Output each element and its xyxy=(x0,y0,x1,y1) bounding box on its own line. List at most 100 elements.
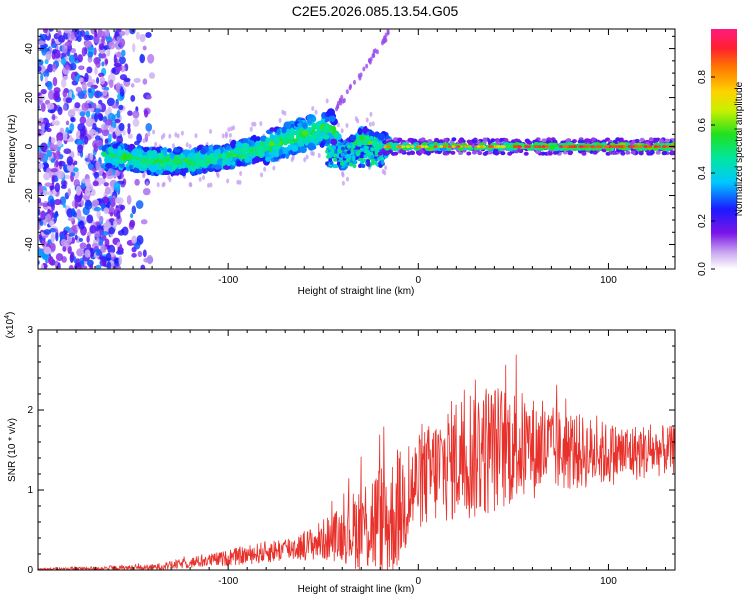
spectrogram-cell xyxy=(38,248,44,259)
spectrogram-cell xyxy=(412,138,418,143)
spectrogram-cell xyxy=(397,145,402,148)
spectrogram-cell xyxy=(373,160,378,165)
spectrogram-cell xyxy=(236,160,242,167)
spectrogram-cell xyxy=(122,152,128,161)
spectrogram-cell xyxy=(74,102,81,109)
spectrogram-cell xyxy=(96,139,103,147)
spectrogram-cell xyxy=(84,200,93,210)
spectrogram-cell xyxy=(78,77,84,83)
spectrogram-cell xyxy=(55,253,64,262)
spectrogram-cell xyxy=(456,145,461,148)
spectrogram-cell xyxy=(634,138,640,143)
spectrogram-cell xyxy=(639,137,645,142)
spectrogram-cell xyxy=(374,146,379,151)
snr-x-tick-label: 0 xyxy=(416,576,422,587)
spectrogram-cell xyxy=(615,137,621,142)
spectrogram-cell xyxy=(383,170,387,176)
spectrogram-cell xyxy=(202,175,206,181)
spectrogram-cell xyxy=(104,238,110,248)
spectrogram-cell xyxy=(174,132,178,138)
spectrogram-cell xyxy=(670,142,675,147)
spectrogram-cell xyxy=(421,142,428,147)
spectrogram-cell xyxy=(109,79,114,89)
spectrogram-cell xyxy=(95,160,101,171)
spectrogram-cell xyxy=(233,148,239,155)
spectrogram-cell xyxy=(658,138,664,143)
spectrogram-cell xyxy=(114,118,121,124)
spectrogram-cell xyxy=(517,145,522,148)
spectrogram-cell xyxy=(328,115,336,122)
spectrogram-cell xyxy=(76,208,82,217)
spectrogram-cell xyxy=(171,143,175,149)
spectrogram-cell xyxy=(466,151,472,156)
spectrogram-x-axis-label: Height of straight line (km) xyxy=(298,286,415,297)
spectrogram-cell xyxy=(361,163,366,168)
spectrogram-cell xyxy=(145,122,153,132)
spectrogram-cell xyxy=(81,81,87,91)
spectrogram-cell xyxy=(338,149,343,154)
spectrogram-cell xyxy=(119,88,125,97)
spectrogram-cell xyxy=(39,220,44,227)
spectrogram-cell xyxy=(216,173,220,179)
spectrogram-cell xyxy=(228,132,232,138)
spectrogram-cell xyxy=(377,132,386,141)
snr-multiplier-exp: 4 xyxy=(4,315,11,319)
spectrogram-cell xyxy=(98,72,105,78)
spectrogram-cell xyxy=(50,168,58,173)
snr-y-axis-label: SNR (10 * v/v) xyxy=(7,418,18,482)
spectrogram-cell xyxy=(369,135,374,141)
spectrogram-cell xyxy=(614,145,619,148)
spectrogram-cell xyxy=(40,72,44,82)
spectrogram-cell xyxy=(113,181,121,192)
spectrogram-cell xyxy=(104,139,109,145)
spectrogram-cell xyxy=(374,150,379,155)
spectrogram-cell xyxy=(79,215,86,221)
spectrogram-cell xyxy=(335,106,339,112)
spectrogram-cell xyxy=(224,131,228,137)
spectrogram-cell xyxy=(200,148,207,155)
spectrogram-cell xyxy=(135,31,141,40)
spectrogram-cell xyxy=(327,144,332,149)
spectrogram-cell xyxy=(467,141,473,146)
spectrogram-cell xyxy=(359,147,364,152)
colorbar-tick-label: 0.2 xyxy=(697,214,708,228)
spectrogram-cell xyxy=(57,106,63,116)
spectrogram-cell xyxy=(146,158,154,164)
spectrogram-cell xyxy=(364,146,369,151)
spectrogram-cell xyxy=(192,156,201,163)
spectrogram-cell xyxy=(572,146,579,151)
spectrogram-cell xyxy=(260,172,264,178)
spectrogram-cell xyxy=(135,200,144,209)
spectrogram-cell xyxy=(73,211,77,218)
spectrogram-cell xyxy=(541,145,546,148)
spectrogram-cell xyxy=(38,65,42,73)
spectrogram-cell xyxy=(94,108,102,114)
spectrogram-y-axis-label: Frequency (Hz) xyxy=(7,115,18,184)
spectrogram-cell xyxy=(133,140,140,146)
spectrogram-cell xyxy=(393,137,399,142)
spectrogram-cell xyxy=(50,158,56,163)
spectrogram-cell xyxy=(156,182,160,188)
spectrogram-cell xyxy=(278,117,282,123)
spectrogram-cell xyxy=(655,150,661,155)
spectrogram-cell xyxy=(84,249,91,258)
spectrogram-cell xyxy=(57,262,61,269)
spectrogram-cell xyxy=(118,255,123,266)
spectrogram-cell xyxy=(186,158,192,166)
spectrogram-cell xyxy=(162,149,168,157)
spectrogram-cell xyxy=(174,168,181,174)
spectrogram-cell xyxy=(325,161,330,166)
spectrogram-cell xyxy=(49,228,57,233)
spectrogram-cell xyxy=(132,118,140,127)
spectrogram-cell xyxy=(653,145,658,148)
spectrogram-cell xyxy=(185,142,189,148)
spectrogram-cell xyxy=(241,153,248,160)
spectrogram-cell xyxy=(336,161,341,166)
spectrogram-cell xyxy=(363,149,368,154)
colorbar-tick-label: 0.4 xyxy=(697,166,708,180)
spectrogram-cell xyxy=(95,131,99,137)
spectrogram-cell xyxy=(646,151,652,156)
spectrogram-cell xyxy=(118,122,125,132)
spectrogram-cell xyxy=(390,151,396,156)
